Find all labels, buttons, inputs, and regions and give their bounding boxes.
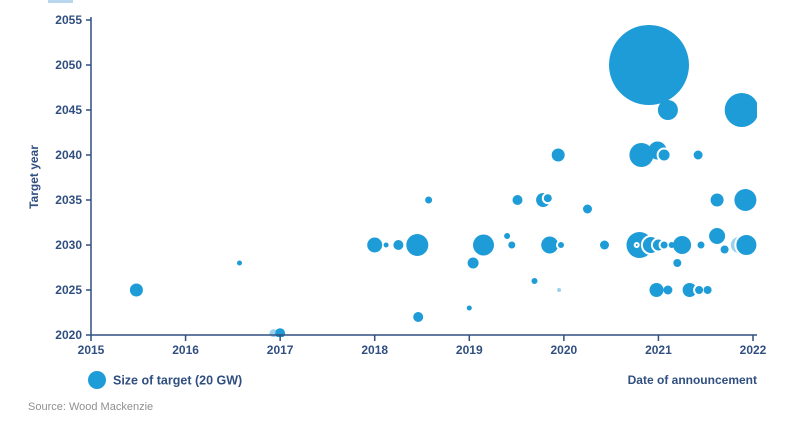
y-tick-label: 2040 xyxy=(55,148,82,162)
y-tick-label: 2035 xyxy=(55,193,82,207)
legend: Size of target (20 GW) xyxy=(88,371,242,389)
bubble xyxy=(609,25,689,105)
bubble xyxy=(473,234,494,256)
bubble xyxy=(710,193,724,207)
bubble xyxy=(668,242,675,248)
bubble xyxy=(406,234,429,256)
x-tick-label: 2018 xyxy=(361,343,388,357)
bubble xyxy=(541,192,554,205)
bubble xyxy=(734,233,757,257)
bubble xyxy=(673,236,692,254)
bubble xyxy=(734,189,757,211)
bubble xyxy=(629,143,654,167)
bubble xyxy=(697,241,705,249)
x-tick-label: 2020 xyxy=(551,343,578,357)
axes-layer: 2020 2025 2030 2035 2040 2045 2050 2055 2015 2016… xyxy=(55,13,766,357)
y-tick-label: 2025 xyxy=(55,283,82,297)
bubble xyxy=(237,260,242,266)
bubbles-layer xyxy=(129,25,757,337)
bubble xyxy=(600,240,609,250)
bubble xyxy=(383,242,389,248)
bubble xyxy=(693,284,706,296)
legend-label: Size of target (20 GW) xyxy=(113,374,242,388)
bubble xyxy=(508,241,516,249)
x-tick-label: 2017 xyxy=(267,343,294,357)
bubble xyxy=(656,147,672,163)
bubble xyxy=(556,240,566,250)
bubble xyxy=(367,237,383,253)
x-tick-label: 2015 xyxy=(78,343,105,357)
bubble xyxy=(583,204,592,214)
x-axis-title: Date of announcement xyxy=(628,373,757,387)
bubble xyxy=(551,148,565,162)
x-tick-label: 2021 xyxy=(645,343,672,357)
bubble xyxy=(658,239,670,251)
x-tick-label: 2019 xyxy=(456,343,483,357)
bubble xyxy=(649,283,664,297)
bubble xyxy=(393,240,404,250)
x-tick-label: 2016 xyxy=(172,343,199,357)
bubble xyxy=(633,242,640,248)
bubble xyxy=(663,285,673,295)
bubble xyxy=(557,288,562,292)
legend-bubble-icon xyxy=(88,371,106,389)
y-tick-label: 2030 xyxy=(55,238,82,252)
y-tick-label: 2055 xyxy=(55,13,82,27)
bubble xyxy=(703,286,712,294)
bubble xyxy=(682,283,697,297)
bubble xyxy=(724,93,757,127)
y-axis-title: Target year xyxy=(27,145,41,209)
bubble xyxy=(541,236,559,254)
y-tick-label: 2020 xyxy=(55,328,82,342)
source-label: Source: Wood Mackenzie xyxy=(28,401,153,413)
bubble xyxy=(466,305,472,311)
bubble xyxy=(718,243,731,256)
bubble xyxy=(693,150,703,160)
bubble xyxy=(467,257,479,269)
bubble xyxy=(512,195,523,205)
top-crop-artifact xyxy=(48,0,73,3)
x-tick-label: 2022 xyxy=(740,343,767,357)
bubble xyxy=(129,283,143,297)
bubble xyxy=(657,100,678,120)
bubble xyxy=(504,233,511,239)
y-tick-label: 2045 xyxy=(55,103,82,117)
bubble xyxy=(673,259,682,267)
bubble xyxy=(413,312,424,322)
y-tick-label: 2050 xyxy=(55,58,82,72)
bubble xyxy=(709,228,726,244)
bubble xyxy=(531,278,538,284)
bubble xyxy=(425,196,433,204)
